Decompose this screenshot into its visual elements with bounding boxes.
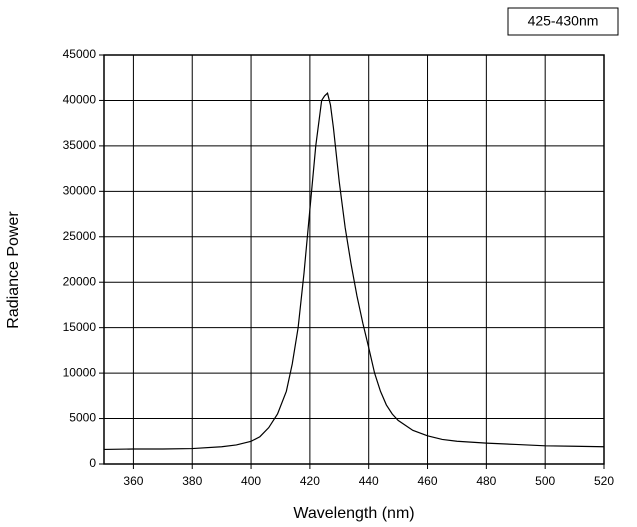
x-tick-label: 420: [300, 474, 320, 488]
y-tick-label: 40000: [63, 93, 97, 107]
y-tick-label: 5000: [69, 411, 96, 425]
line-series: [103, 92, 605, 451]
x-tick-label: 480: [476, 474, 496, 488]
y-tick-label: 15000: [63, 320, 97, 334]
y-axis-title: Radiance Power: [5, 211, 22, 329]
legend-label: 425-430nm: [528, 13, 599, 29]
y-tick-label: 45000: [63, 47, 97, 61]
x-tick-label: 460: [418, 474, 438, 488]
x-axis-title: Wavelength (nm): [293, 505, 414, 522]
x-tick-label: 360: [123, 474, 143, 488]
legend-box: [507, 7, 619, 36]
y-tick-label: 25000: [63, 229, 97, 243]
y-tick-label: 20000: [63, 274, 97, 288]
x-tick-label: 440: [359, 474, 379, 488]
y-tick-label: 0: [89, 456, 96, 470]
y-tick-label: 30000: [63, 184, 97, 198]
plot-frame: [103, 54, 605, 465]
x-tick-label: 380: [182, 474, 202, 488]
y-tick-label: 35000: [63, 138, 97, 152]
y-tick-label: 10000: [63, 365, 97, 379]
x-tick-label: 520: [594, 474, 614, 488]
x-tick-label: 500: [535, 474, 555, 488]
x-tick-label: 400: [241, 474, 261, 488]
